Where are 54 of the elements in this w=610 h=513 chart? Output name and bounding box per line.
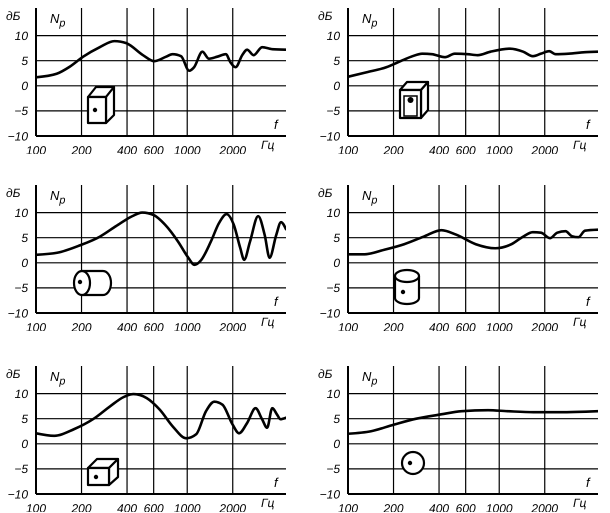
y-tick-label: −10 xyxy=(320,306,340,320)
annotation: f xyxy=(586,475,590,490)
y-axis-title: дБ xyxy=(318,186,332,200)
y-tick-label: 0 xyxy=(21,256,28,270)
y-tick-label: 0 xyxy=(21,79,28,94)
y-tick-label: 10 xyxy=(326,28,340,43)
x-axis-title: Гц xyxy=(261,315,274,329)
x-axis-title: Гц xyxy=(573,496,586,510)
y-tick-label: −10 xyxy=(320,487,340,502)
annotation: N$_{p}$ xyxy=(362,188,378,208)
x-axis-title: Гц xyxy=(261,138,274,152)
y-tick-label: −5 xyxy=(326,462,340,476)
y-tick-label: 0 xyxy=(333,256,340,270)
y-axis-title: дБ xyxy=(318,367,332,381)
x-axis-title: Гц xyxy=(573,138,586,152)
y-tick-label: −5 xyxy=(326,281,340,296)
y-tick-label: 5 xyxy=(21,412,28,426)
y-tick-label: 10 xyxy=(326,386,340,401)
y-tick-label: 10 xyxy=(14,386,28,401)
y-axis-title: дБ xyxy=(6,9,20,23)
annotation: N$_{p}$ xyxy=(362,369,378,389)
y-tick-label: −5 xyxy=(14,281,28,296)
y-tick-label: 0 xyxy=(333,437,340,452)
annotation: N$_{p}$ xyxy=(50,11,66,31)
y-tick-label: 10 xyxy=(14,28,28,43)
y-tick-label: −10 xyxy=(320,129,340,144)
annotation: f xyxy=(274,117,278,132)
y-axis-title: дБ xyxy=(6,367,20,381)
y-tick-label: 5 xyxy=(333,54,340,68)
y-tick-label: 5 xyxy=(333,230,340,245)
annotation: N$_{p}$ xyxy=(362,11,378,31)
y-tick-label: −10 xyxy=(8,487,28,502)
y-axis-title: дБ xyxy=(6,186,20,200)
y-axis-title: дБ xyxy=(318,9,332,23)
annotation: f xyxy=(586,117,590,132)
annotation: N$_{p}$ xyxy=(50,369,66,389)
y-tick-label: −10 xyxy=(8,129,28,144)
y-tick-label: 5 xyxy=(21,54,28,68)
annotation: N$_{p}$ xyxy=(50,188,66,208)
y-tick-label: −5 xyxy=(14,104,28,118)
y-tick-label: 5 xyxy=(333,412,340,426)
x-axis-title: Гц xyxy=(573,315,586,329)
y-tick-label: −5 xyxy=(326,104,340,118)
annotation: f xyxy=(274,475,278,490)
annotation: f xyxy=(586,294,590,309)
y-tick-label: −10 xyxy=(8,306,28,320)
y-tick-label: 0 xyxy=(21,437,28,452)
annotation: f xyxy=(274,294,278,309)
y-tick-label: 5 xyxy=(21,230,28,245)
y-tick-label: −5 xyxy=(14,462,28,476)
y-tick-label: 10 xyxy=(14,206,28,220)
y-tick-label: 10 xyxy=(326,206,340,220)
x-axis-title: Гц xyxy=(261,496,274,510)
y-tick-label: 0 xyxy=(333,79,340,94)
